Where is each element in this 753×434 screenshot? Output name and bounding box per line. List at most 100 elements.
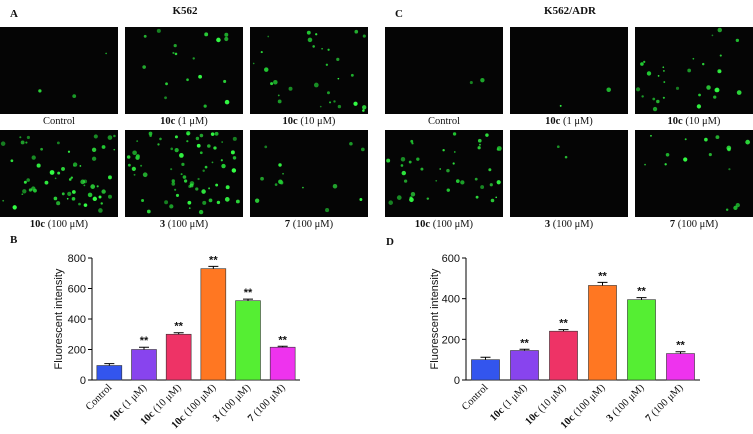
cell-dot bbox=[19, 136, 22, 139]
bar bbox=[96, 365, 123, 381]
compound: 10c bbox=[283, 116, 299, 127]
cell-dot bbox=[337, 104, 342, 109]
cell-dot bbox=[165, 82, 168, 86]
compound: 10c bbox=[545, 116, 561, 127]
cell-dot bbox=[186, 140, 189, 143]
condition: (100 μM) bbox=[293, 219, 334, 230]
cell-dot bbox=[146, 209, 151, 214]
cell-dot bbox=[408, 160, 412, 164]
condition: (100 μM) bbox=[553, 219, 594, 230]
bar bbox=[471, 359, 500, 381]
significance: ** bbox=[209, 254, 218, 266]
panel-letter: D bbox=[386, 236, 394, 248]
cell-dot bbox=[267, 35, 270, 38]
cell-dot bbox=[44, 180, 49, 185]
cell-dot bbox=[40, 147, 43, 151]
cell-dot bbox=[401, 170, 407, 176]
cell-dot bbox=[282, 172, 284, 175]
cell-dot bbox=[403, 179, 408, 183]
cell-dot bbox=[174, 148, 179, 153]
cell-dot bbox=[325, 63, 329, 66]
cell-dot bbox=[140, 164, 143, 167]
cell-dot bbox=[79, 165, 82, 167]
cell-dot bbox=[0, 141, 6, 146]
error-bar bbox=[277, 345, 288, 348]
cell-dot bbox=[126, 155, 131, 159]
cell-dot bbox=[186, 132, 190, 136]
condition: (100 μM) bbox=[168, 219, 209, 230]
cell-dot bbox=[474, 177, 478, 181]
cell-dot bbox=[66, 197, 69, 200]
compound: 10c bbox=[415, 219, 431, 230]
image-label: 10c (10 μM) bbox=[283, 116, 336, 127]
cell-dot bbox=[179, 153, 184, 158]
cell-dot bbox=[169, 204, 174, 209]
panel-title: K562 bbox=[172, 5, 198, 17]
cell-dot bbox=[207, 144, 211, 148]
cell-dot bbox=[20, 140, 25, 145]
cell-dot bbox=[208, 187, 211, 190]
condition: (100 μM) bbox=[678, 219, 719, 230]
cell-dot bbox=[336, 57, 340, 61]
y-tick-label: 0 bbox=[454, 375, 460, 387]
cell-dot bbox=[92, 196, 98, 202]
cell-dot bbox=[277, 94, 280, 97]
cell-dot bbox=[164, 96, 167, 100]
micrograph bbox=[510, 27, 628, 114]
significance: ** bbox=[140, 335, 149, 347]
bar bbox=[588, 285, 617, 381]
cell-dot bbox=[23, 180, 27, 184]
cell-dot bbox=[28, 188, 33, 192]
cell-dot bbox=[683, 157, 688, 162]
significance: ** bbox=[174, 321, 183, 333]
image-label: Control bbox=[43, 116, 75, 127]
cell-dot bbox=[728, 168, 731, 171]
x-tick-label: Control bbox=[460, 382, 491, 413]
cell-dot bbox=[232, 156, 237, 160]
cell-dot bbox=[136, 140, 139, 142]
cell-dot bbox=[199, 133, 204, 138]
cell-dot bbox=[708, 153, 712, 157]
cell-dot bbox=[329, 101, 332, 104]
cell-dot bbox=[54, 177, 57, 180]
cell-dot bbox=[264, 145, 268, 149]
cell-dot bbox=[223, 79, 227, 83]
cell-dot bbox=[698, 93, 701, 97]
cell-dot bbox=[362, 105, 367, 110]
cell-dot bbox=[224, 99, 230, 105]
cell-dot bbox=[410, 192, 416, 197]
cell-dot bbox=[2, 199, 5, 202]
cell-dot bbox=[101, 145, 106, 149]
cell-dot bbox=[319, 105, 322, 108]
cell-dot bbox=[489, 183, 493, 187]
cell-dot bbox=[325, 208, 330, 213]
cell-dot bbox=[61, 192, 65, 196]
cell-dot bbox=[490, 198, 495, 203]
cell-dot bbox=[172, 51, 175, 55]
error-bar bbox=[243, 298, 253, 301]
cell-dot bbox=[359, 198, 363, 201]
cell-dot bbox=[142, 172, 148, 178]
cell-dot bbox=[93, 134, 98, 139]
cell-dot bbox=[279, 180, 284, 185]
cell-dot bbox=[735, 38, 740, 43]
bar bbox=[200, 268, 227, 381]
cell-dot bbox=[442, 148, 445, 152]
cell-dot bbox=[127, 163, 131, 167]
cell-dot bbox=[142, 65, 146, 69]
cell-dot bbox=[67, 191, 72, 196]
bar bbox=[165, 333, 192, 381]
error-bar bbox=[519, 348, 530, 351]
cell-dot bbox=[224, 36, 229, 42]
cell-dot bbox=[711, 34, 714, 37]
y-tick-label: 400 bbox=[68, 314, 86, 326]
cell-dot bbox=[182, 175, 187, 179]
cell-dot bbox=[452, 132, 457, 136]
error-bar bbox=[480, 356, 491, 360]
x-tick-label: 7 (100 μM) bbox=[644, 382, 686, 424]
significance: ** bbox=[598, 270, 607, 282]
cell-dot bbox=[148, 131, 153, 136]
cell-dot bbox=[107, 135, 113, 140]
cell-dot bbox=[12, 205, 17, 210]
cell-dot bbox=[38, 89, 42, 93]
